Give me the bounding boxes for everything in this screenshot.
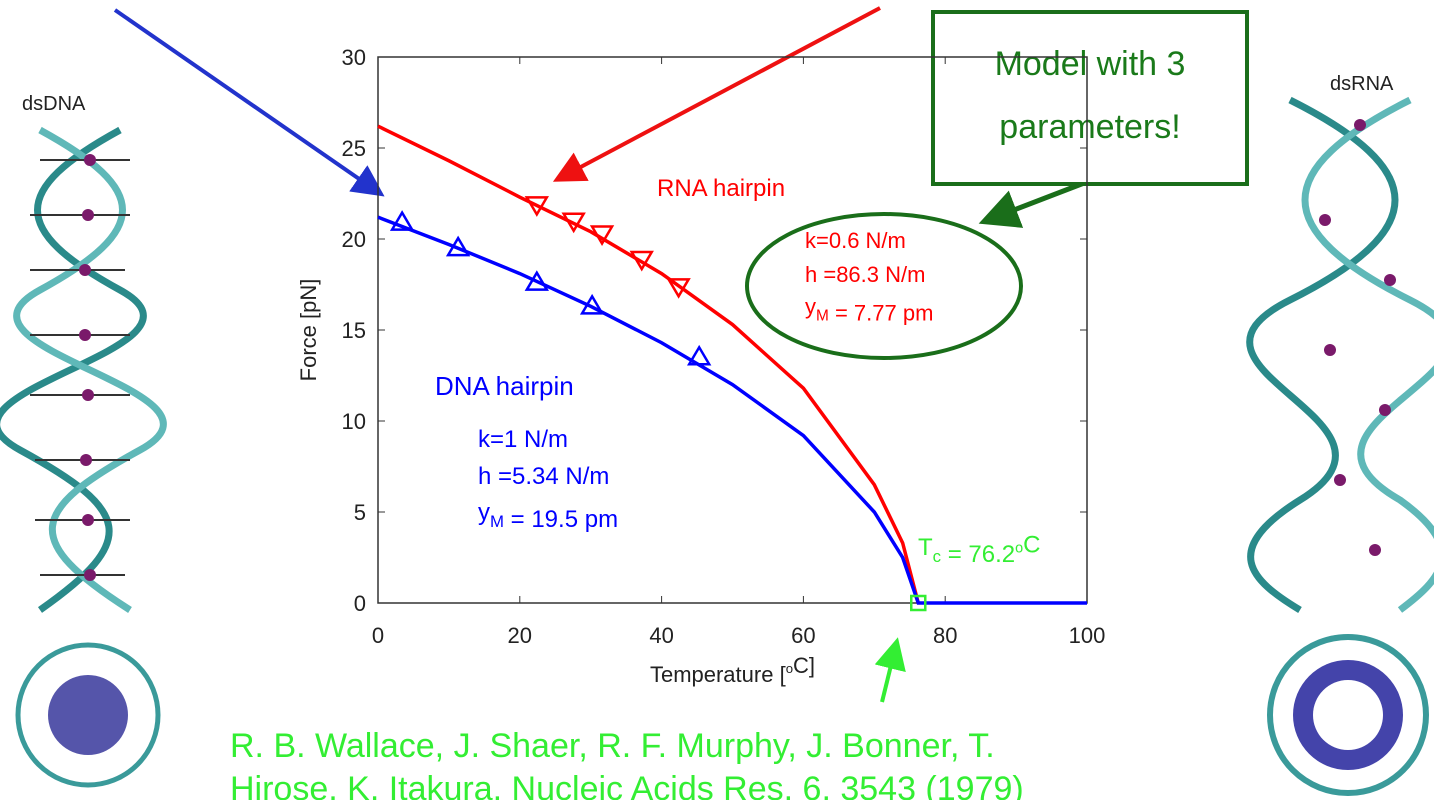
callout-text: Model with 3 [995,45,1186,83]
data-marker [589,225,615,247]
x-tick-label: 100 [1069,623,1106,648]
critical-point-label-part: C [1023,532,1040,559]
pointer-arrow [113,8,385,197]
pointer-arrow [874,637,906,703]
data-marker [629,250,654,272]
y-tick-label: 30 [342,45,366,70]
data-marker [445,235,471,257]
x-tick-label: 0 [372,623,384,648]
parameter-text: h =86.3 N/m [805,262,925,287]
y-tick-label: 15 [342,318,366,343]
critical-point-label-part: c [933,547,941,566]
parameter-text-part: h =5.34 N/m [478,463,609,490]
pointer-arrow [552,6,881,182]
data-marker [389,210,415,231]
right-label: dsRNA [1330,73,1394,95]
series-label: RNA hairpin [657,175,785,202]
citation: Hirose, K. Itakura, Nucleic Acids Res. 6… [230,770,1024,800]
parameter-text: yM = 19.5 pm [478,499,618,533]
y-tick-label: 20 [342,227,366,252]
y-tick-label: 5 [354,500,366,525]
y-axis-title: Force [pN] [296,279,321,382]
x-tick-label: 80 [933,623,957,648]
parameter-text-part: y [478,499,490,526]
x-axis-title-part: o [786,661,793,676]
data-marker [524,196,550,217]
callout-box [931,10,1249,186]
x-tick-label: 40 [649,623,673,648]
parameter-text-part: = 19.5 pm [504,506,618,533]
parameter-text-part: k=0.6 N/m [805,228,906,253]
parameter-text: h =5.34 N/m [478,463,609,490]
parameter-text-part: y [805,294,816,319]
parameter-text-part: M [490,512,504,531]
parameter-text-part: = 7.77 pm [829,301,934,326]
model-curve [377,215,1087,605]
data-marker [579,293,605,315]
data-marker [686,344,712,366]
critical-point [910,594,927,612]
dna-helix-illustration [0,126,167,788]
left-label: dsDNA [22,93,86,115]
parameter-text: yM = 7.77 pm [805,294,933,326]
x-tick-label: 20 [508,623,532,648]
rna-helix-illustration [1246,96,1434,796]
model-curve [377,124,920,604]
citation: R. B. Wallace, J. Shaer, R. F. Murphy, J… [230,727,995,765]
data-marker [561,212,586,234]
parameter-text: k=1 N/m [478,426,568,453]
parameter-text: k=0.6 N/m [805,228,906,253]
data-marker [524,270,550,291]
parameter-text-part: M [816,308,829,325]
x-tick-label: 60 [791,623,815,648]
critical-point-label-part: T [918,534,933,561]
x-axis-title-part: Temperature [ [650,662,786,687]
critical-point-label-part: = 76.2 [941,541,1015,568]
data-marker [666,278,691,299]
callout-text: parameters! [999,108,1180,146]
parameter-text-part: k=1 N/m [478,426,568,453]
parameter-text-part: h =86.3 N/m [805,262,925,287]
y-tick-label: 25 [342,136,366,161]
critical-point-label-part: o [1015,541,1023,557]
highlight-ellipse [745,212,1023,360]
y-tick-label: 0 [354,591,366,616]
critical-point-label: Tc = 76.2oC [918,532,1040,569]
y-tick-label: 10 [342,409,366,434]
series-label: DNA hairpin [435,371,574,401]
x-axis-title-part: C] [793,653,815,678]
x-axis-title: Temperature [oC] [650,653,815,687]
